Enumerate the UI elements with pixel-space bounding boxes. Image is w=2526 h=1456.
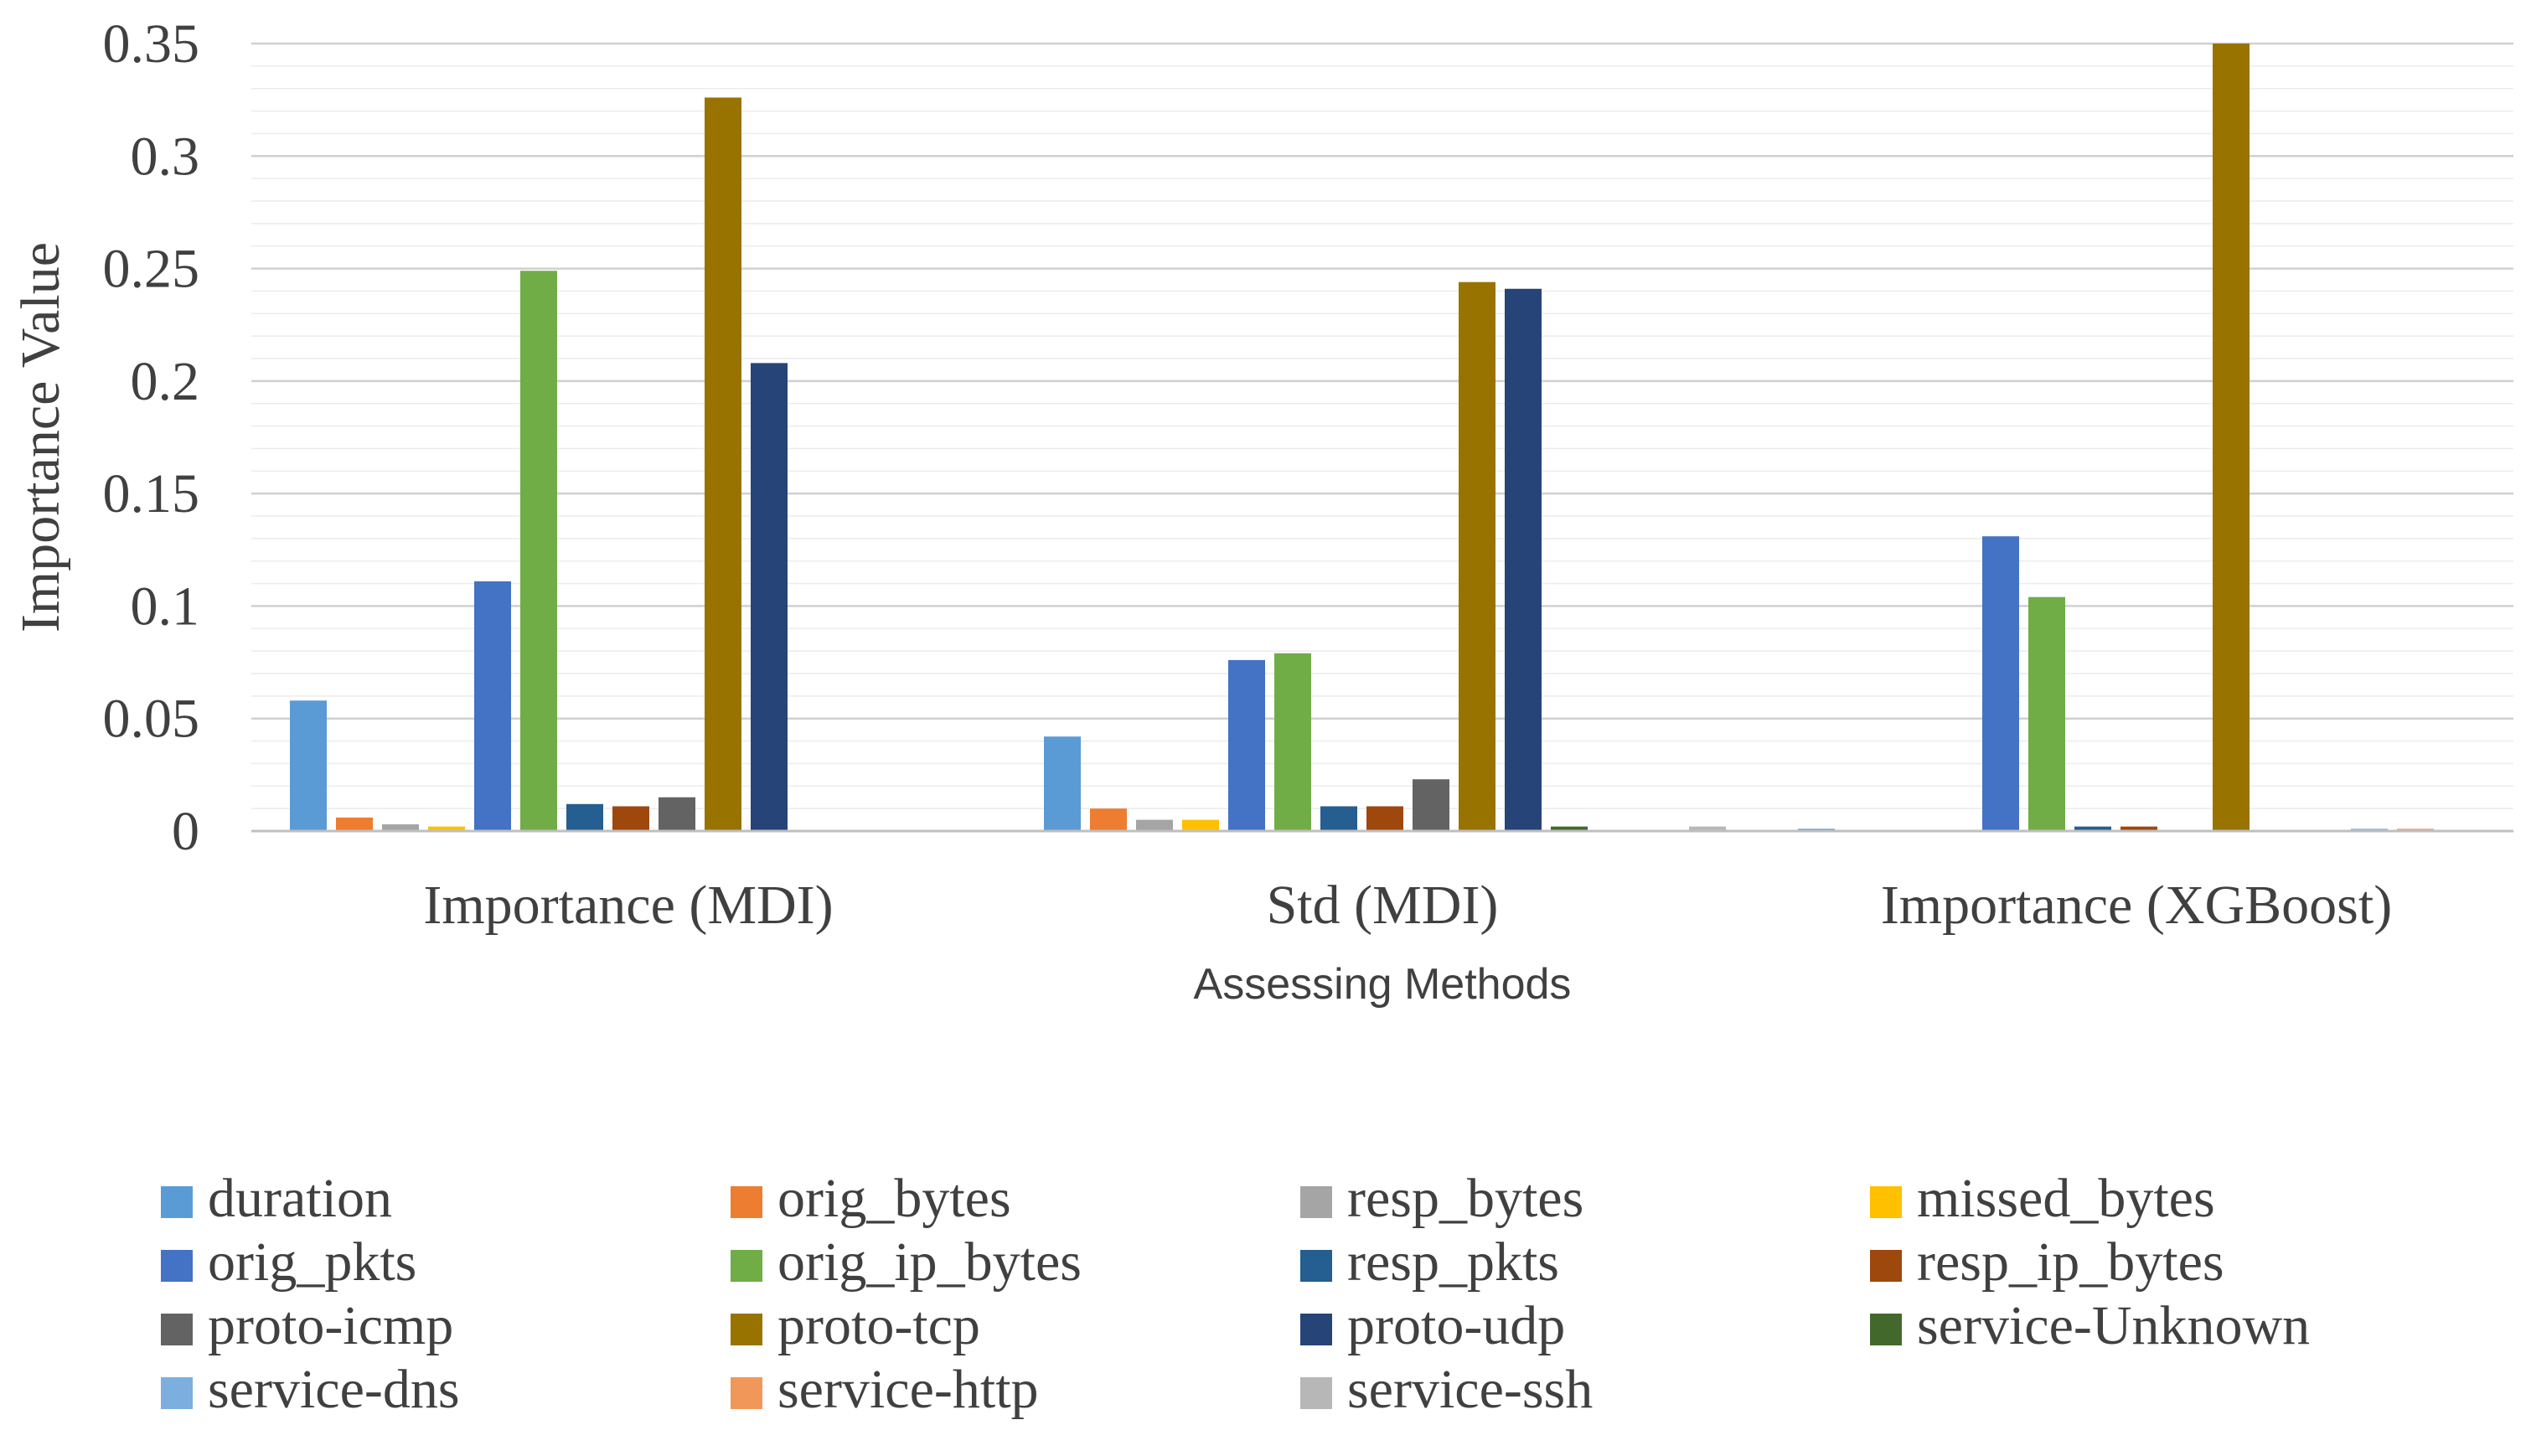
bar-proto-icmp-0 (659, 797, 695, 831)
y-tick-label: 0.15 (103, 463, 200, 524)
x-axis-ticks: Importance (MDI) Std (MDI) Importance (XGB… (423, 875, 2392, 936)
bar-orig_ip_bytes-0 (520, 271, 557, 831)
bar-orig_ip_bytes-1 (1274, 653, 1311, 831)
legend-swatch (731, 1314, 762, 1345)
legend-label: orig_pkts (208, 1231, 416, 1293)
legend-item: service-http (731, 1359, 1039, 1420)
gridlines (251, 42, 2513, 809)
bar-resp_bytes-0 (382, 824, 419, 831)
bar-resp_pkts-1 (1320, 806, 1357, 831)
legend-swatch (731, 1250, 762, 1282)
legend-item: proto-udp (1300, 1295, 1565, 1356)
legend-item: orig_ip_bytes (731, 1231, 1082, 1293)
legend-label: service-http (777, 1359, 1039, 1420)
y-tick-label: 0 (172, 801, 199, 862)
bar-proto-udp-0 (751, 363, 788, 831)
x-axis-label: Assessing Methods (1194, 960, 1572, 1009)
legend: duration orig_bytes resp_bytes missed_bytes… (161, 1168, 2310, 1420)
bar-missed_bytes-1 (1182, 819, 1219, 831)
bar-orig_pkts-2 (1982, 536, 2019, 831)
legend-label: orig_bytes (777, 1168, 1011, 1229)
bar-duration-1 (1044, 736, 1081, 831)
legend-swatch (1870, 1314, 1902, 1345)
legend-swatch (161, 1377, 193, 1409)
legend-label: duration (208, 1168, 392, 1229)
bar-service-Unknown-1 (1551, 826, 1588, 831)
x-tick-label: Importance (MDI) (423, 875, 833, 936)
x-tick-label: Importance (XGBoost) (1881, 875, 2392, 936)
legend-item: resp_pkts (1300, 1231, 1559, 1293)
bar-orig_pkts-0 (474, 581, 511, 831)
legend-item: proto-tcp (731, 1295, 980, 1356)
legend-label: service-ssh (1347, 1359, 1593, 1420)
legend-item: service-dns (161, 1359, 460, 1420)
legend-label: resp_ip_bytes (1917, 1231, 2224, 1293)
legend-swatch (1300, 1314, 1332, 1345)
legend-label: proto-udp (1347, 1295, 1565, 1356)
bar-missed_bytes-0 (428, 826, 465, 831)
legend-swatch (731, 1377, 762, 1409)
y-tick-label: 0.25 (103, 239, 200, 300)
legend-label: missed_bytes (1917, 1168, 2215, 1229)
legend-label: service-dns (208, 1359, 460, 1420)
y-tick-label: 0.05 (103, 689, 200, 750)
legend-swatch (161, 1314, 193, 1345)
x-tick-label: Std (MDI) (1267, 875, 1499, 936)
legend-item: service-ssh (1300, 1359, 1593, 1420)
bar-orig_bytes-0 (336, 817, 373, 831)
legend-item: orig_pkts (161, 1231, 416, 1293)
legend-item: proto-icmp (161, 1295, 453, 1356)
y-tick-label: 0.35 (103, 13, 200, 75)
bar-orig_ip_bytes-2 (2028, 596, 2065, 831)
bar-service-ssh-1 (1689, 826, 1726, 831)
bars (290, 44, 2434, 832)
y-tick-label: 0.1 (131, 576, 200, 637)
bar-proto-udp-1 (1505, 288, 1542, 831)
bar-resp_ip_bytes-0 (612, 806, 649, 831)
legend-swatch (1870, 1250, 1902, 1282)
bar-orig_pkts-1 (1228, 659, 1265, 831)
bar-duration-0 (290, 700, 327, 831)
bar-resp_pkts-0 (566, 803, 603, 831)
y-axis-ticks: 0 0.05 0.1 0.15 0.2 0.25 0.3 0.35 (103, 13, 200, 862)
bar-proto-icmp-1 (1413, 779, 1449, 831)
bar-resp_ip_bytes-1 (1366, 806, 1403, 831)
legend-label: resp_bytes (1347, 1168, 1583, 1229)
legend-label: service-Unknown (1917, 1295, 2310, 1356)
legend-label: proto-icmp (208, 1295, 453, 1356)
bar-resp_bytes-1 (1136, 819, 1173, 831)
legend-swatch (1300, 1377, 1332, 1409)
bar-proto-tcp-0 (705, 97, 741, 831)
y-tick-label: 0.2 (131, 351, 200, 412)
legend-swatch (161, 1250, 193, 1282)
legend-swatch (731, 1186, 762, 1218)
y-tick-label: 0.3 (131, 126, 200, 187)
bar-orig_bytes-1 (1090, 808, 1127, 831)
legend-label: orig_ip_bytes (777, 1231, 1082, 1293)
bar-resp_ip_bytes-2 (2120, 826, 2157, 831)
bar-proto-tcp-2 (2213, 44, 2250, 831)
legend-item: missed_bytes (1870, 1168, 2215, 1229)
legend-item: resp_bytes (1300, 1168, 1583, 1229)
legend-item: orig_bytes (731, 1168, 1011, 1229)
legend-item: duration (161, 1168, 392, 1229)
legend-swatch (1300, 1186, 1332, 1218)
bar-proto-tcp-1 (1459, 281, 1495, 832)
bar-resp_pkts-2 (2074, 826, 2111, 831)
legend-swatch (161, 1186, 193, 1218)
y-axis-label: Importance Value (10, 242, 71, 632)
legend-swatch (1870, 1186, 1902, 1218)
legend-item: service-Unknown (1870, 1295, 2310, 1356)
legend-swatch (1300, 1250, 1332, 1282)
legend-label: proto-tcp (777, 1295, 980, 1356)
legend-label: resp_pkts (1347, 1231, 1559, 1293)
legend-item: resp_ip_bytes (1870, 1231, 2224, 1293)
